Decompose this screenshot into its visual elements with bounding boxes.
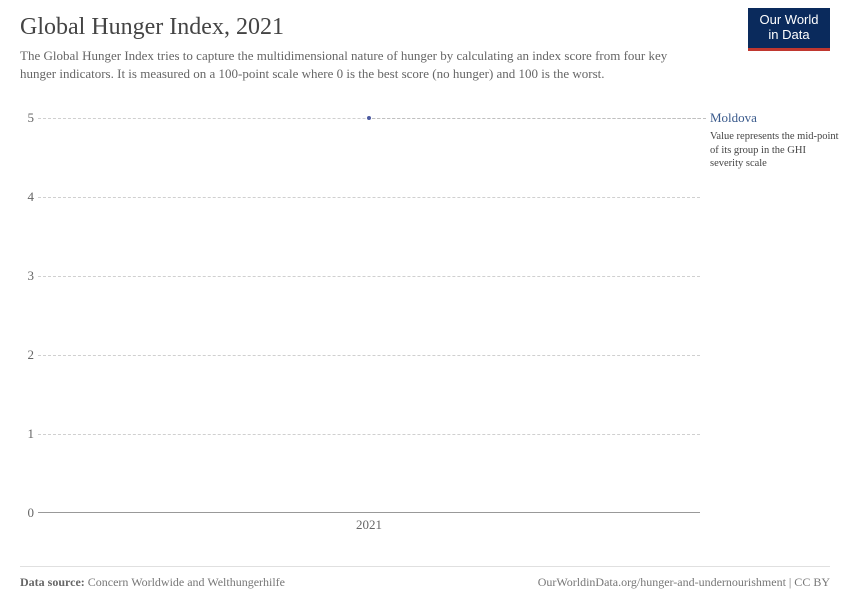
- footer-source-text: Concern Worldwide and Welthungerhilfe: [88, 575, 285, 589]
- y-tick-label: 5: [20, 110, 34, 126]
- logo-line-2: in Data: [768, 27, 809, 42]
- grid-line: [38, 355, 700, 356]
- footer-attribution: OurWorldinData.org/hunger-and-undernouri…: [538, 575, 830, 590]
- footer-source: Data source: Concern Worldwide and Welth…: [20, 575, 285, 590]
- y-tick-label: 3: [20, 268, 34, 284]
- chart-title: Global Hunger Index, 2021: [20, 14, 830, 41]
- grid-line: [38, 197, 700, 198]
- chart-header: Global Hunger Index, 2021 The Global Hun…: [0, 0, 850, 93]
- x-axis: [38, 512, 700, 513]
- owid-logo: Our World in Data: [748, 8, 830, 51]
- chart-container: 0123452021 Moldova Value represents the …: [20, 118, 830, 538]
- logo-line-1: Our World: [760, 12, 819, 27]
- chart-footer: Data source: Concern Worldwide and Welth…: [20, 566, 830, 590]
- grid-line: [38, 434, 700, 435]
- y-tick-label: 1: [20, 426, 34, 442]
- legend-connector: [372, 118, 706, 119]
- legend-series-note: Value represents the mid-point of its gr…: [710, 130, 840, 171]
- footer-source-prefix: Data source:: [20, 575, 85, 589]
- legend-series-label: Moldova: [710, 110, 840, 126]
- data-point-moldova: [367, 116, 371, 120]
- plot-area: 0123452021: [38, 118, 700, 513]
- y-tick-label: 0: [20, 505, 34, 521]
- x-tick-label: 2021: [356, 517, 382, 533]
- grid-line: [38, 276, 700, 277]
- chart-subtitle: The Global Hunger Index tries to capture…: [20, 47, 680, 83]
- y-tick-label: 4: [20, 189, 34, 205]
- y-tick-label: 2: [20, 347, 34, 363]
- legend: Moldova Value represents the mid-point o…: [710, 110, 840, 171]
